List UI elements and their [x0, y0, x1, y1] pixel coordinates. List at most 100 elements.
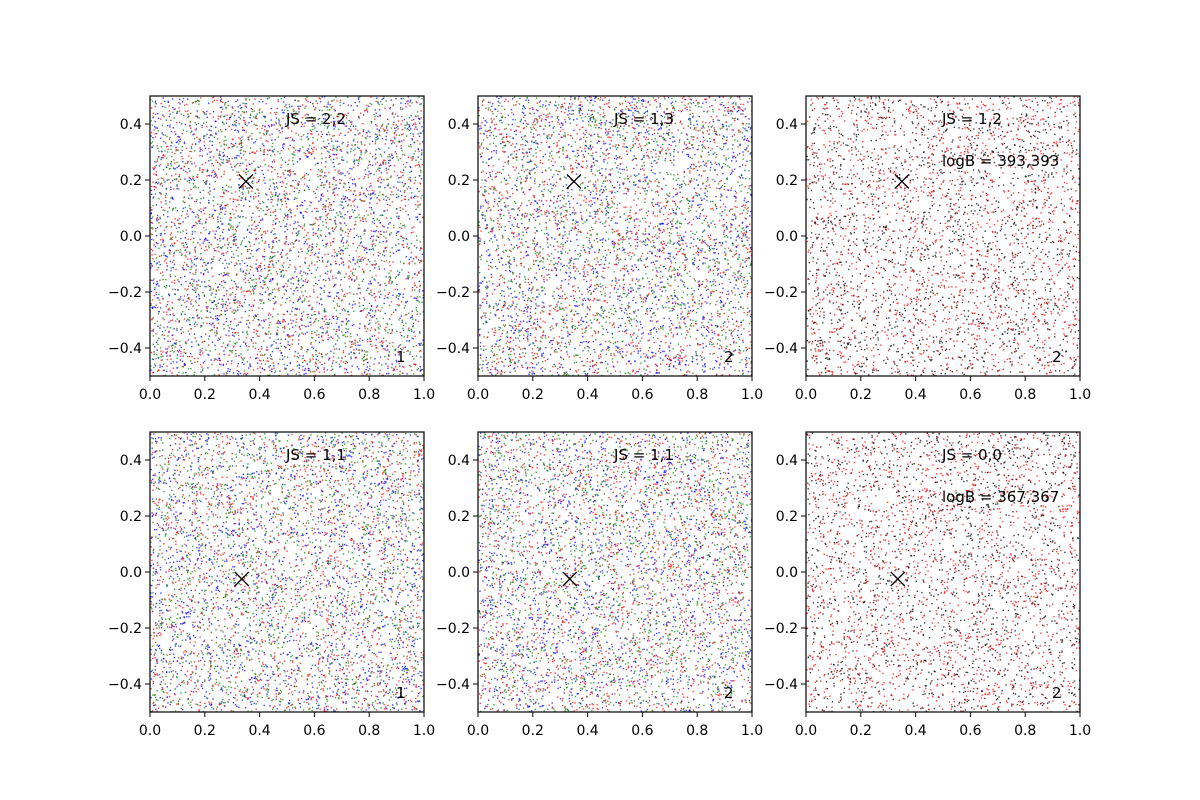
scatter-point [211, 144, 213, 146]
scatter-point [374, 329, 377, 332]
scatter-point [342, 207, 344, 210]
scatter-point [366, 314, 368, 316]
scatter-point [271, 166, 274, 169]
scatter-point [411, 102, 413, 104]
scatter-point [242, 359, 244, 361]
scatter-point [391, 143, 393, 145]
scatter-point [356, 260, 359, 263]
scatter-point [420, 169, 422, 171]
scatter-point [299, 328, 301, 330]
scatter-point [232, 107, 234, 109]
scatter-point [393, 226, 395, 229]
scatter-point [337, 115, 339, 118]
scatter-point [290, 173, 292, 175]
scatter-point [294, 173, 297, 175]
scatter-point [256, 188, 258, 190]
scatter-point [193, 237, 195, 240]
scatter-point [379, 186, 381, 188]
scatter-point [311, 261, 313, 263]
scatter-point [408, 275, 410, 277]
scatter-point [243, 279, 245, 281]
scatter-point [238, 216, 241, 219]
scatter-point [307, 101, 309, 103]
scatter-point [286, 252, 288, 255]
scatter-point [399, 261, 402, 263]
scatter-point [415, 257, 418, 259]
scatter-point [230, 142, 233, 145]
scatter-point [396, 294, 398, 297]
scatter-point [185, 371, 187, 374]
scatter-point [415, 115, 417, 118]
scatter-point [239, 138, 241, 140]
scatter-point [329, 295, 332, 298]
scatter-point [175, 146, 177, 148]
scatter-point [363, 359, 365, 361]
scatter-point [338, 329, 340, 331]
scatter-point [155, 291, 158, 293]
scatter-point [258, 230, 260, 232]
scatter-point [205, 268, 208, 270]
scatter-point [233, 328, 235, 331]
scatter-point [315, 100, 317, 102]
scatter-point [384, 107, 386, 109]
scatter-point [375, 322, 377, 324]
scatter-point [229, 323, 231, 326]
scatter-point [370, 213, 372, 215]
scatter-point [203, 261, 205, 264]
scatter-point [375, 263, 377, 265]
scatter-point [210, 288, 212, 290]
scatter-point [357, 146, 359, 148]
scatter-point [362, 278, 365, 280]
scatter-point [286, 137, 288, 139]
scatter-point [172, 127, 174, 129]
scatter-point [352, 140, 355, 142]
scatter-point [336, 292, 338, 294]
scatter-point [196, 116, 198, 118]
scatter-point [264, 353, 266, 355]
scatter-point [352, 161, 355, 163]
scatter-point [375, 274, 377, 277]
scatter-point [337, 357, 340, 359]
scatter-point [194, 371, 196, 374]
scatter-point [263, 256, 266, 258]
scatter-point [362, 114, 365, 116]
scatter-point [163, 363, 165, 365]
scatter-point [389, 251, 391, 254]
scatter-point [333, 99, 335, 101]
scatter-point [340, 360, 342, 362]
scatter-point [316, 139, 319, 141]
scatter-point [330, 369, 332, 372]
scatter-point [234, 239, 236, 241]
scatter-point [286, 193, 288, 196]
scatter-point [159, 232, 161, 235]
scatter-point [327, 131, 330, 133]
scatter-point [384, 295, 386, 297]
scatter-point [239, 301, 241, 303]
scatter-point [317, 320, 320, 322]
scatter-point [166, 269, 168, 271]
scatter-point [190, 208, 192, 210]
scatter-point [337, 120, 339, 122]
scatter-point [386, 178, 388, 181]
scatter-point [156, 283, 158, 286]
scatter-point [225, 301, 227, 303]
scatter-point [248, 257, 250, 259]
scatter-point [176, 166, 178, 169]
scatter-point [375, 170, 378, 172]
scatter-point [416, 369, 418, 371]
scatter-point [234, 110, 236, 112]
scatter-point [157, 311, 160, 313]
scatter-point [304, 290, 307, 292]
scatter-point [351, 343, 353, 346]
scatter-point [323, 146, 325, 148]
scatter-point [317, 228, 320, 230]
scatter-point [171, 281, 173, 283]
scatter-point [156, 161, 158, 163]
scatter-point [161, 124, 164, 126]
scatter-point [406, 340, 408, 342]
scatter-point [360, 220, 362, 222]
scatter-point [344, 174, 346, 177]
scatter-point [311, 314, 313, 316]
scatter-point [238, 338, 240, 340]
scatter-point [410, 251, 413, 254]
